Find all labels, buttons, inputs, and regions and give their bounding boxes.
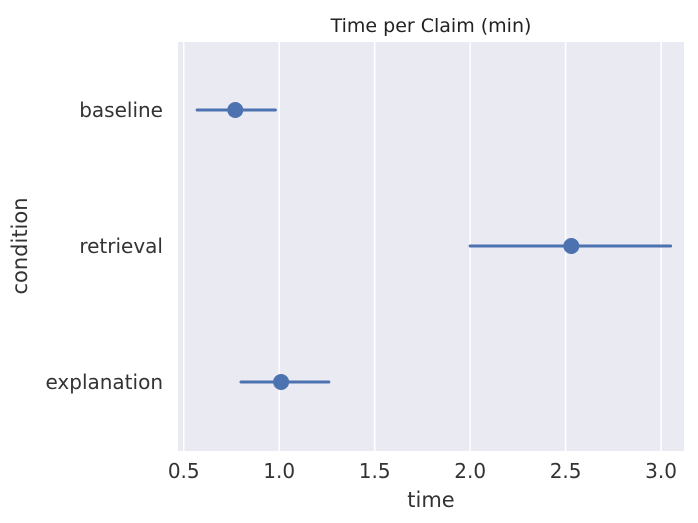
y-tick-labels: baseline retrieval explanation xyxy=(45,98,163,394)
point-retrieval xyxy=(563,238,580,254)
points xyxy=(227,102,580,390)
x-tick-label: 1.0 xyxy=(263,459,295,483)
x-tick-labels: 0.5 1.0 1.5 2.0 2.5 3.0 xyxy=(168,459,677,483)
point-explanation xyxy=(273,374,290,390)
x-tick-label: 0.5 xyxy=(168,459,200,483)
x-tick-label: 2.5 xyxy=(550,459,582,483)
y-tick-label-retrieval: retrieval xyxy=(79,234,163,258)
y-axis-label: condition xyxy=(8,197,32,294)
x-tick-label: 3.0 xyxy=(645,459,677,483)
chart-title: Time per Claim (min) xyxy=(330,15,532,37)
y-tick-label-explanation: explanation xyxy=(45,370,163,394)
x-tick-label: 1.5 xyxy=(359,459,391,483)
y-tick-label-baseline: baseline xyxy=(79,98,163,122)
x-axis-label: time xyxy=(407,488,454,512)
point-baseline xyxy=(227,102,244,118)
x-tick-label: 2.0 xyxy=(454,459,486,483)
